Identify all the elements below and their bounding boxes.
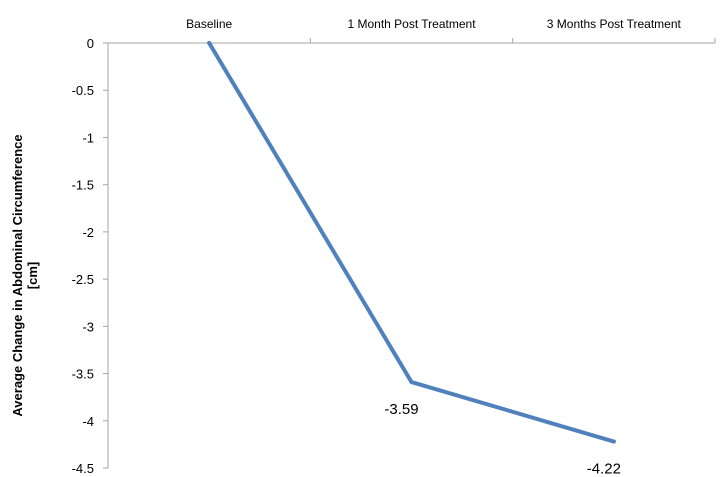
data-point	[207, 41, 212, 45]
x-category-label: Baseline	[186, 17, 232, 31]
y-tick-label: -4.5	[72, 461, 94, 476]
y-tick-label: -4	[82, 414, 94, 429]
y-tick-label: -0.5	[72, 83, 94, 98]
data-point	[409, 380, 414, 385]
data-labels: -3.59 -4.22	[384, 401, 621, 477]
y-axis-title-line: Average Change in Abdominal Circumferenc…	[10, 134, 25, 416]
y-tick-label: -2	[82, 225, 94, 240]
y-tick-label: -1.5	[72, 178, 94, 193]
x-category-label: 1 Month Post Treatment	[347, 17, 476, 31]
y-tick-label: -3	[82, 319, 94, 334]
x-axis-categories: Baseline 1 Month Post Treatment 3 Months P…	[186, 17, 716, 43]
y-tick-label: -2.5	[72, 272, 94, 287]
y-tick-label: -3.5	[72, 367, 94, 382]
y-tick-label: 0	[87, 36, 94, 51]
y-axis-title: Average Change in Abdominal Circumferenc…	[10, 134, 40, 416]
y-tick-label: -1	[82, 130, 94, 145]
y-axis-title-line: [cm]	[25, 262, 40, 289]
y-axis-title-text: Average Change in Abdominal Circumferenc…	[10, 134, 40, 416]
data-label: -3.59	[384, 401, 418, 418]
x-category-label: 3 Months Post Treatment	[547, 17, 682, 31]
series-layer	[207, 41, 616, 444]
y-axis-ticks: 0 -0.5 -1 -1.5 -2 -2.5 -3 -3.5 -4 -4.5	[72, 36, 108, 476]
data-point	[611, 439, 616, 444]
data-label: -4.22	[587, 461, 621, 477]
